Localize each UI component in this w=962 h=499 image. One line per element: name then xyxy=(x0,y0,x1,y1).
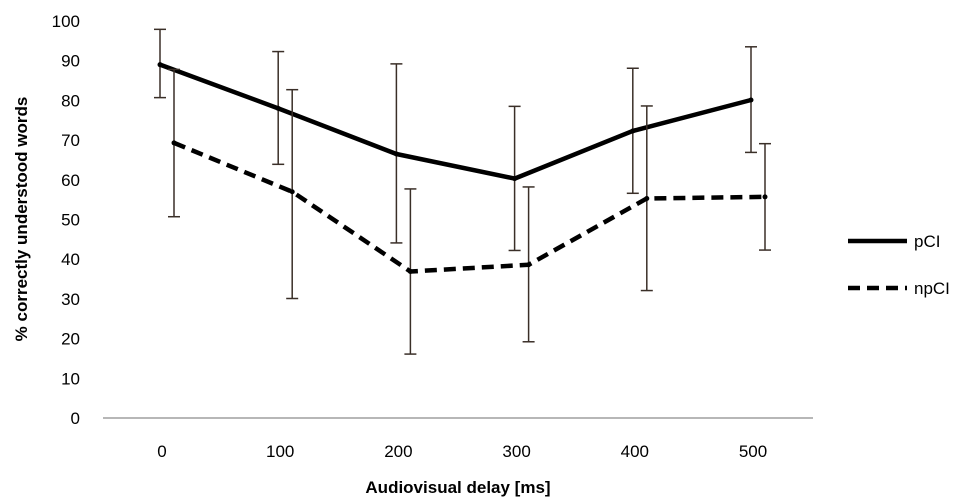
x-tick-label: 400 xyxy=(621,442,649,461)
legend-item-pCI: pCI xyxy=(848,232,940,251)
y-tick-label: 0 xyxy=(71,409,80,428)
y-tick-label: 20 xyxy=(61,330,80,349)
y-tick-label: 50 xyxy=(61,211,80,230)
legend: pCI npCI xyxy=(848,232,950,298)
y-axis-ticks: 0 10 20 30 40 50 60 70 80 90 100 xyxy=(52,12,80,428)
y-tick-label: 70 xyxy=(61,131,80,150)
data-point xyxy=(630,128,636,134)
y-tick-label: 40 xyxy=(61,250,80,269)
y-axis-title: % correctly understood words xyxy=(12,97,31,342)
data-point xyxy=(393,151,399,157)
x-tick-label: 0 xyxy=(157,442,166,461)
y-tick-label: 90 xyxy=(61,52,80,71)
legend-label: pCI xyxy=(914,232,940,251)
data-point xyxy=(644,195,650,201)
x-tick-label: 300 xyxy=(502,442,530,461)
x-tick-label: 200 xyxy=(384,442,412,461)
y-tick-label: 100 xyxy=(52,12,80,31)
data-point xyxy=(275,105,281,111)
x-axis-ticks: 0 100 200 300 400 500 xyxy=(157,442,767,461)
series-layer xyxy=(154,28,771,355)
series-line xyxy=(159,62,752,181)
data-point xyxy=(512,176,518,182)
y-tick-label: 30 xyxy=(61,290,80,309)
legend-label: npCI xyxy=(914,279,950,298)
x-tick-label: 500 xyxy=(739,442,767,461)
y-tick-label: 60 xyxy=(61,171,80,190)
y-tick-label: 10 xyxy=(61,369,80,388)
data-point xyxy=(762,194,768,200)
x-tick-label: 100 xyxy=(266,442,294,461)
y-tick-label: 80 xyxy=(61,91,80,110)
data-point xyxy=(526,262,532,268)
series-line xyxy=(173,140,766,274)
legend-item-npCI: npCI xyxy=(848,279,950,298)
series-npCI xyxy=(168,68,771,355)
data-point xyxy=(171,140,177,146)
data-point xyxy=(289,189,295,195)
x-axis-title: Audiovisual delay [ms] xyxy=(365,478,550,497)
data-point xyxy=(157,62,163,68)
data-point xyxy=(748,97,754,103)
series-pCI xyxy=(154,28,757,252)
data-point xyxy=(407,269,413,275)
